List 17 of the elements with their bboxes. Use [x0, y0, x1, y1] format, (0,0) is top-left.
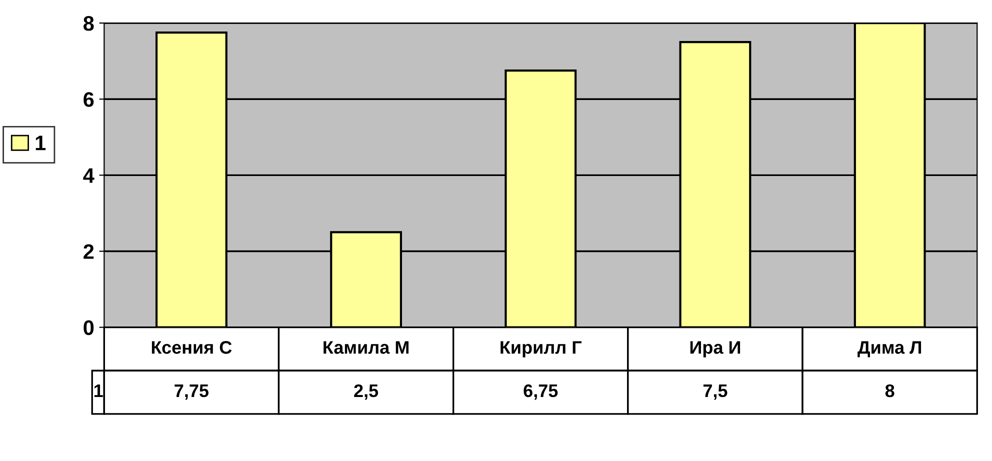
x-tick-label: Камила М [324, 341, 408, 354]
legend-label: 1 [36, 136, 46, 150]
y-tick-label: 2 [84, 244, 94, 259]
data-label: 8 [885, 384, 894, 398]
data-label: 7,5 [703, 384, 728, 400]
x-tick-label: Дима Л [858, 341, 922, 358]
data-label: 6,75 [524, 384, 558, 400]
y-tick-label: 6 [84, 92, 94, 107]
x-tick-label: Ира И [690, 341, 740, 358]
y-tick-label: 8 [84, 16, 94, 31]
text: 1 [94, 384, 103, 397]
x-tick-label: Кирилл Г [500, 341, 582, 358]
y-tick-label: 4 [83, 168, 94, 183]
y-tick-label: 0 [84, 320, 94, 336]
data-label: 7,75 [174, 384, 209, 400]
x-tick-label: Ксения С [152, 341, 232, 354]
data-label: 2,5 [354, 384, 378, 400]
